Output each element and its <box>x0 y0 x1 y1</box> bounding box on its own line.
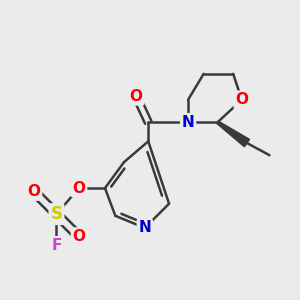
Text: O: O <box>28 184 40 199</box>
Text: O: O <box>73 181 85 196</box>
Text: O: O <box>235 92 248 107</box>
Text: O: O <box>73 229 85 244</box>
Polygon shape <box>217 121 250 147</box>
Text: N: N <box>182 115 194 130</box>
Text: O: O <box>130 89 142 104</box>
Text: S: S <box>50 205 62 223</box>
Text: N: N <box>138 220 151 236</box>
Text: F: F <box>51 238 62 253</box>
